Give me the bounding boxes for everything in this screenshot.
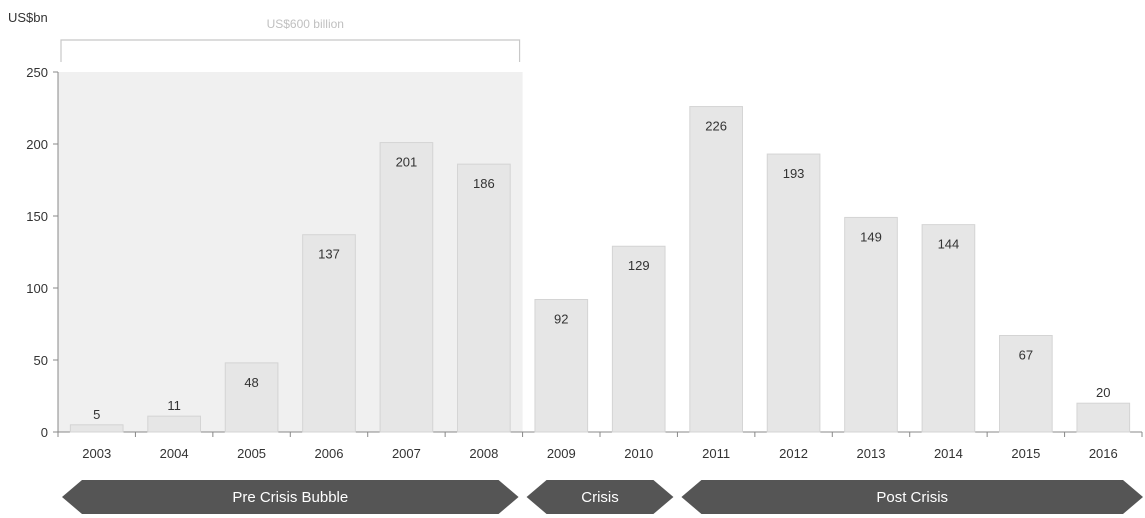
data-label-2005: 48 <box>244 375 258 390</box>
x-tick-label: 2011 <box>702 446 730 461</box>
bar-2003 <box>69 424 124 433</box>
x-axis: 2003 2004 2005 2006 2007 2008 2009 2010 2011 2012… <box>57 431 1143 461</box>
phase-arrows: Pre Crisis Bubble Crisis Post Crisis <box>62 480 1143 514</box>
bar-2009 <box>534 299 589 433</box>
bar-2008 <box>457 163 511 433</box>
bracket-label: US$600 billion <box>267 17 344 31</box>
y-tick-label: 200 <box>26 137 48 152</box>
y-tick-label: 100 <box>26 281 48 296</box>
bar-2012 <box>766 153 821 433</box>
data-label-2003: 5 <box>93 407 100 422</box>
bar-2006 <box>302 234 356 433</box>
x-tick-label: 2005 <box>237 446 266 461</box>
x-tick-label: 2013 <box>857 446 886 461</box>
data-label-2008: 186 <box>473 176 495 191</box>
data-label-2006: 137 <box>318 247 340 262</box>
x-tick-label: 2009 <box>547 446 576 461</box>
bar-2007 <box>379 142 434 433</box>
bar-2015 <box>999 335 1053 433</box>
y-axis: 0 50 100 150 200 250 <box>26 65 59 440</box>
bracket: US$600 billion <box>60 17 521 62</box>
bars: 5 11 48 137 201 186 92 129 226 193 149 144 67 20 <box>69 106 1131 433</box>
bar-2016 <box>1076 402 1131 433</box>
x-tick-label: 2010 <box>624 446 653 461</box>
y-tick-label: 50 <box>34 353 48 368</box>
bracket-line <box>60 39 521 62</box>
phase-label-1: Pre Crisis Bubble <box>232 489 348 506</box>
phase-label-3: Post Crisis <box>876 489 948 506</box>
bar-2014 <box>921 224 976 433</box>
data-label-2012: 193 <box>783 166 805 181</box>
y-tick-label: 150 <box>26 209 48 224</box>
x-tick-label: 2014 <box>934 446 963 461</box>
data-label-2016: 20 <box>1096 385 1110 400</box>
data-label-2010: 129 <box>628 258 650 273</box>
bar-2013 <box>844 216 898 433</box>
data-label-2014: 144 <box>938 237 960 252</box>
x-tick-label: 2006 <box>315 446 344 461</box>
data-label-2013: 149 <box>860 229 882 244</box>
phase-arrow-3 <box>681 480 1143 514</box>
data-label-2007: 201 <box>396 155 418 170</box>
bar-2010 <box>611 245 666 433</box>
x-tick-label: 2004 <box>160 446 189 461</box>
bar-2011 <box>689 106 743 433</box>
data-label-2011: 226 <box>705 119 727 134</box>
x-tick-label: 2008 <box>469 446 498 461</box>
pre-crisis-highlight-band <box>58 72 523 432</box>
data-label-2004: 11 <box>167 398 181 413</box>
x-tick-label: 2015 <box>1011 446 1040 461</box>
y-axis-label: US$bn <box>8 10 48 25</box>
data-label-2015: 67 <box>1019 348 1033 363</box>
y-tick-label: 0 <box>41 425 48 440</box>
x-tick-label: 2003 <box>82 446 111 461</box>
phase-arrow-1 <box>62 480 519 514</box>
bar-2004 <box>147 415 201 433</box>
phase-arrow-2 <box>526 480 674 514</box>
bar-2005 <box>224 362 279 433</box>
x-tick-label: 2007 <box>392 446 421 461</box>
x-tick-label: 2012 <box>779 446 808 461</box>
x-tick-label: 2016 <box>1089 446 1118 461</box>
y-tick-label: 250 <box>26 65 48 80</box>
data-label-2009: 92 <box>554 312 568 327</box>
phase-label-2: Crisis <box>581 489 619 506</box>
